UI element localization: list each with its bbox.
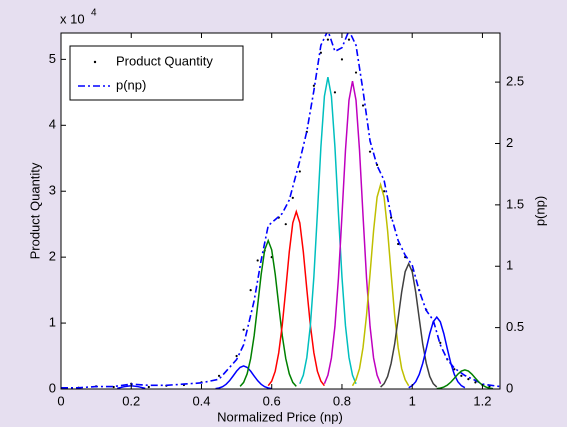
series-line [351,181,410,387]
data-point [340,58,344,61]
y-multiplier-exponent: 4 [91,8,97,19]
data-point [235,354,238,358]
x-tick-label: 1 [409,393,416,408]
y-tick-label: 1 [49,315,56,330]
y-axis-label: Product Quantity [27,162,42,259]
data-point [256,259,259,262]
x-tick-label: 0.4 [192,393,210,408]
x-tick-label: 0 [57,393,64,408]
legend-label: Product Quantity [116,53,213,68]
data-point [368,150,372,153]
data-point [439,341,442,344]
x-tick-label: 0.8 [333,393,351,408]
data-point [453,368,456,371]
data-point [354,71,358,74]
data-point [291,196,294,199]
axes-frame [60,32,501,390]
series-line [239,238,297,387]
data-point [312,84,315,87]
y2-tick-label: 2.5 [506,74,524,89]
y2-tick-label: 0 [506,380,513,395]
y2-tick-label: 2 [506,135,513,150]
data-point [467,378,470,381]
data-point [383,190,386,193]
series-line [323,80,382,385]
x-tick-label: 0.6 [263,393,281,408]
x-tick-label: 0.2 [122,393,140,408]
data-point [474,381,477,384]
y-tick-label: 0 [49,380,56,395]
data-point [460,374,463,377]
data-point [333,91,337,94]
series-line [380,261,438,388]
y2-tick-label: 1 [506,258,513,273]
y2-tick-label: 1.5 [506,196,524,211]
legend-box [69,45,244,101]
data-point [284,223,287,226]
y-tick-label: 4 [49,117,56,132]
y-tick-label: 5 [49,51,56,66]
data-point [347,38,351,41]
data-point [112,385,115,389]
data-point [249,289,252,292]
data-point [147,385,150,389]
legend: Product Quantity p(np) [69,45,244,101]
data-point [298,170,301,173]
y2-axis-label: p(np) [532,196,547,226]
series-line [267,209,325,387]
y2-tick-label: 0.5 [506,319,524,334]
legend-label: p(np) [116,77,146,92]
y-multiplier: x 10 [60,11,85,26]
data-point [361,104,365,107]
x-axis-label: Normalized Price (np) [217,409,343,424]
y-tick-label: 2 [49,249,56,264]
series-line [436,369,494,389]
series-line [299,77,357,385]
data-point [375,163,379,166]
data-point [326,38,330,41]
data-point [242,328,245,331]
series-line [61,33,500,389]
legend-marker [93,60,97,64]
data-point [217,374,221,377]
series-line [215,365,272,389]
x-tick-label: 1.2 [473,393,491,408]
data-point [390,216,393,219]
y-tick-label: 3 [49,183,56,198]
